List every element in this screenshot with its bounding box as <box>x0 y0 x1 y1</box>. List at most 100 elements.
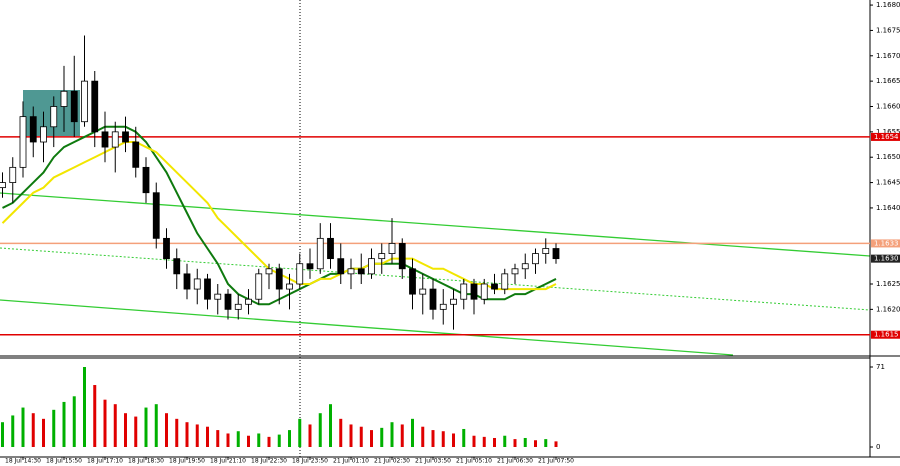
candle-body <box>142 166 150 194</box>
candle-body <box>357 268 365 275</box>
candle-body <box>245 298 252 305</box>
candle-body <box>409 268 416 295</box>
volume-bar <box>206 426 209 447</box>
volume-bar <box>31 413 35 447</box>
x-tick-label: 18 Jul 14:30 <box>5 458 41 465</box>
volume-bar <box>277 434 281 447</box>
candle-body <box>306 263 314 270</box>
x-tick-label: 18 Jul 23:50 <box>292 458 328 465</box>
volume-bar <box>359 426 363 447</box>
candle-body <box>163 237 170 260</box>
volume-bar <box>83 367 86 447</box>
candle-body <box>286 283 293 290</box>
y-tick-label: 1.1665 <box>876 77 900 85</box>
volume-bar <box>411 418 414 447</box>
volume-bar <box>554 441 558 447</box>
candle-body <box>275 268 283 290</box>
volume-bar <box>236 431 240 447</box>
volume-bar <box>329 404 332 447</box>
candle-body <box>50 106 58 128</box>
candle-body <box>70 90 78 123</box>
candle-body <box>552 248 560 260</box>
volume-bar <box>93 385 97 447</box>
candle-body <box>224 293 232 310</box>
candle-body <box>183 273 191 290</box>
y-tick-label: 1.1675 <box>876 26 900 34</box>
level-label: 1.1633 <box>874 239 899 247</box>
candle-body <box>214 293 222 300</box>
candle-body <box>29 116 37 143</box>
volume-bar <box>216 430 220 447</box>
volume-bar <box>144 407 148 447</box>
candle-body <box>480 283 488 300</box>
candle-body <box>491 283 498 290</box>
level-tag <box>871 239 900 248</box>
volume-bar <box>1 422 4 447</box>
volume-bar <box>513 439 517 447</box>
candle-body <box>388 243 396 254</box>
candle-body <box>398 243 406 270</box>
volume-bar <box>62 401 66 447</box>
candle-body <box>378 253 386 260</box>
x-tick-label: 21 Jul 02:30 <box>374 458 410 465</box>
candle-body <box>60 90 68 107</box>
volume-bar <box>165 413 168 447</box>
volume-tick-label: 0 <box>876 443 880 451</box>
y-tick-label: 1.1645 <box>876 179 900 187</box>
candle-body <box>316 237 324 270</box>
candle-body <box>296 263 304 285</box>
x-tick-label: 18 Jul 17:10 <box>87 458 123 465</box>
last-price-tag <box>871 254 900 263</box>
volume-bar <box>472 435 476 447</box>
candle-body <box>429 288 437 310</box>
candle-body <box>439 303 447 310</box>
x-tick-label: 18 Jul 18:30 <box>128 458 164 465</box>
volume-bar <box>503 435 507 447</box>
volume-bar <box>544 439 548 447</box>
volume-bar <box>534 440 537 447</box>
candle-body <box>521 263 529 270</box>
volume-bar <box>308 424 312 447</box>
volume-bar <box>175 418 179 447</box>
volume-bar <box>482 436 486 447</box>
volume-tick-label: 71 <box>876 363 885 371</box>
level-tag <box>871 330 900 339</box>
volume-bar <box>226 433 230 447</box>
volume-bar <box>195 424 199 447</box>
candle-body <box>337 258 345 275</box>
volume-bar <box>185 422 189 447</box>
candle-body <box>122 131 129 143</box>
candle-body <box>101 131 109 148</box>
candle-body <box>460 283 468 300</box>
candle-body <box>532 253 539 265</box>
y-tick-label: 1.1650 <box>876 153 900 161</box>
candle-body <box>542 248 550 254</box>
volume-bar <box>52 409 56 447</box>
volume-bar <box>431 430 435 447</box>
candle-body <box>501 273 509 290</box>
volume-bar <box>134 416 138 447</box>
candle-body <box>450 298 457 305</box>
candle-body <box>9 166 17 183</box>
volume-bar <box>421 426 425 447</box>
y-tick-label: 1.1620 <box>876 305 900 313</box>
channel-upper <box>0 192 871 257</box>
candle-body <box>81 80 88 123</box>
x-tick-label: 21 Jul 03:50 <box>415 458 451 465</box>
volume-bar <box>400 424 404 447</box>
candle-body <box>470 283 478 300</box>
candle-body <box>265 268 273 275</box>
volume-bar <box>380 427 384 447</box>
volume-bar <box>288 430 291 447</box>
candle-body <box>0 182 6 189</box>
x-tick-label: 21 Jul 06:30 <box>497 458 533 465</box>
volume-bar <box>267 436 271 447</box>
candle-body <box>132 141 140 168</box>
candle-body <box>347 268 355 275</box>
y-tick-label: 1.1680 <box>876 1 900 9</box>
volume-bar <box>349 424 353 447</box>
x-tick-label: 21 Jul 07:50 <box>538 458 574 465</box>
level-tag <box>871 132 900 141</box>
candle-body <box>193 278 201 290</box>
